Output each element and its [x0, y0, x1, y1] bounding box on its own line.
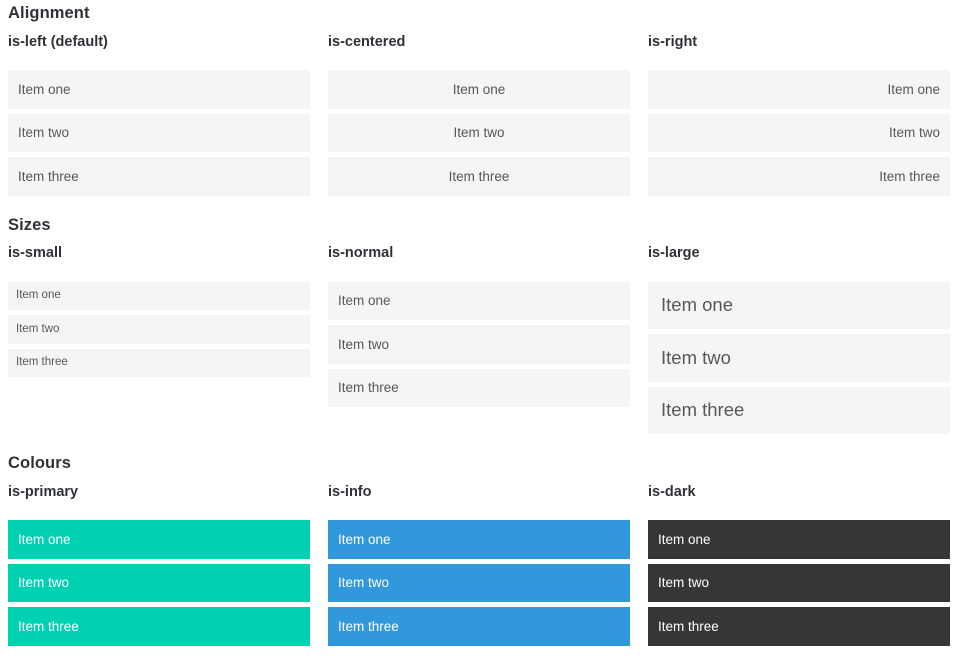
- list-item[interactable]: Item three: [648, 607, 950, 646]
- list-item[interactable]: Item one: [648, 70, 950, 109]
- list-item[interactable]: Item two: [8, 563, 310, 603]
- list-item[interactable]: Item one: [8, 70, 310, 109]
- item-list: Item one Item two Item three: [328, 70, 630, 196]
- demo-column: is-dark Item one Item two Item three: [648, 484, 950, 646]
- item-list: Item one Item two Item three: [648, 281, 950, 435]
- column-label: is-right: [648, 33, 698, 50]
- section-title: Alignment: [8, 4, 90, 22]
- list-item[interactable]: Item three: [328, 368, 630, 408]
- demo-column: is-primary Item one Item two Item three: [8, 484, 310, 646]
- column-label: is-left (default): [8, 33, 108, 50]
- list-item[interactable]: Item one: [648, 520, 950, 559]
- list-item[interactable]: Item three: [648, 386, 950, 435]
- list-item[interactable]: Item one: [328, 281, 630, 321]
- section-columns: is-left (default) Item one Item two Item…: [8, 34, 950, 196]
- list-item[interactable]: Item two: [328, 325, 630, 364]
- item-list: Item one Item two Item three: [8, 70, 310, 196]
- item-list: Item one Item two Item three: [648, 520, 950, 646]
- list-item[interactable]: Item three: [648, 157, 950, 196]
- list-item[interactable]: Item two: [328, 563, 630, 603]
- demo-column: is-centered Item one Item two Item three: [328, 34, 630, 196]
- list-item[interactable]: Item one: [328, 70, 630, 109]
- demo-column: is-normal Item one Item two Item three: [328, 245, 630, 408]
- column-label: is-dark: [648, 483, 696, 500]
- column-label: is-centered: [328, 33, 406, 50]
- column-label: is-primary: [8, 483, 79, 500]
- column-label: is-large: [648, 245, 700, 262]
- column-label: is-small: [8, 245, 62, 262]
- list-item[interactable]: Item three: [328, 607, 630, 646]
- list-item[interactable]: Item one: [328, 520, 630, 559]
- demo-section: Colours is-primary Item one Item two Ite…: [8, 453, 950, 646]
- section-title: Sizes: [8, 215, 51, 234]
- item-list: Item one Item two Item three: [648, 70, 950, 196]
- list-item[interactable]: Item three: [8, 607, 310, 646]
- demo-section: Alignment is-left (default) Item one Ite…: [8, 3, 950, 196]
- list-item[interactable]: Item three: [328, 157, 630, 196]
- demo-column: is-info Item one Item two Item three: [328, 484, 630, 646]
- list-item[interactable]: Item three: [8, 157, 310, 196]
- section-columns: is-primary Item one Item two Item three …: [8, 484, 950, 646]
- section-title: Colours: [8, 454, 72, 473]
- demo-column: is-large Item one Item two Item three: [648, 245, 950, 435]
- item-list: Item one Item two Item three: [328, 520, 630, 646]
- list-item[interactable]: Item two: [328, 113, 630, 153]
- demo-section: Sizes is-small Item one Item two Item th…: [8, 215, 950, 435]
- list-item[interactable]: Item one: [8, 520, 310, 559]
- column-label: is-info: [328, 483, 372, 500]
- list-item[interactable]: Item two: [648, 334, 950, 382]
- item-list: Item one Item two Item three: [328, 281, 630, 408]
- list-item[interactable]: Item one: [8, 281, 310, 311]
- demo-column: is-right Item one Item two Item three: [648, 34, 950, 196]
- demo-column: is-left (default) Item one Item two Item…: [8, 34, 310, 196]
- list-item[interactable]: Item three: [8, 348, 310, 378]
- list-item[interactable]: Item one: [648, 281, 950, 330]
- item-list: Item one Item two Item three: [8, 520, 310, 646]
- list-item[interactable]: Item two: [648, 113, 950, 153]
- section-columns: is-small Item one Item two Item three is…: [8, 245, 950, 435]
- column-label: is-normal: [328, 245, 394, 262]
- list-item[interactable]: Item two: [8, 113, 310, 153]
- list-item[interactable]: Item two: [648, 563, 950, 603]
- item-list: Item one Item two Item three: [8, 281, 310, 378]
- demo-column: is-small Item one Item two Item three: [8, 245, 310, 378]
- list-item[interactable]: Item two: [8, 315, 310, 344]
